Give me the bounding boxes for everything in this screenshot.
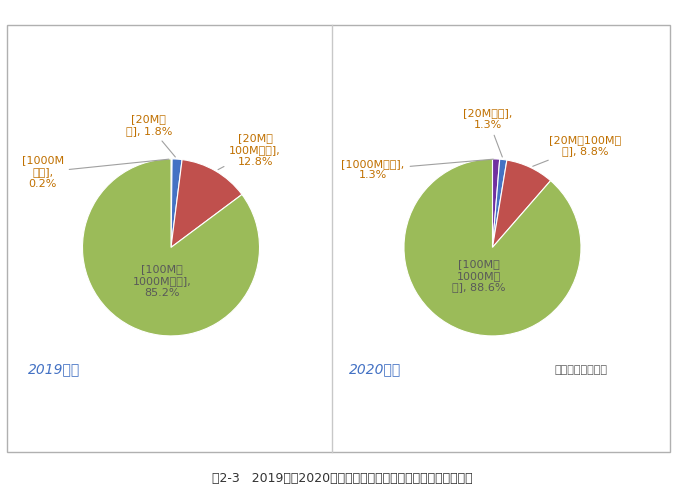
Text: [100M和
1000M之
间], 88.6%: [100M和 1000M之 间], 88.6%	[452, 259, 506, 292]
Text: [20M以
下], 1.8%: [20M以 下], 1.8%	[126, 114, 175, 157]
Text: 注：分组下限在内: 注：分组下限在内	[555, 365, 607, 375]
Text: [1000M以上],
1.3%: [1000M以上], 1.3%	[341, 159, 493, 180]
Wedge shape	[404, 159, 581, 336]
Text: [100M和
1000M之间],
85.2%: [100M和 1000M之间], 85.2%	[133, 264, 192, 298]
Wedge shape	[492, 159, 500, 248]
Text: [20M以下],
1.3%: [20M以下], 1.3%	[463, 108, 513, 157]
Text: [1000M
以上],
0.2%: [1000M 以上], 0.2%	[22, 156, 169, 189]
Wedge shape	[171, 160, 242, 248]
Wedge shape	[492, 160, 551, 248]
Wedge shape	[83, 159, 259, 336]
Text: 图2-3   2019年和2020年固定互联网宽带各接入速率用户占比情况: 图2-3 2019年和2020年固定互联网宽带各接入速率用户占比情况	[211, 472, 473, 485]
Wedge shape	[171, 159, 182, 248]
Text: 2019年末: 2019年末	[27, 362, 80, 376]
Wedge shape	[492, 159, 507, 248]
Text: 2020年末: 2020年末	[349, 362, 402, 376]
Text: [20M和100M之
间], 8.8%: [20M和100M之 间], 8.8%	[533, 135, 622, 166]
Text: [20M和
100M之间],
12.8%: [20M和 100M之间], 12.8%	[218, 133, 281, 169]
Wedge shape	[171, 159, 172, 248]
